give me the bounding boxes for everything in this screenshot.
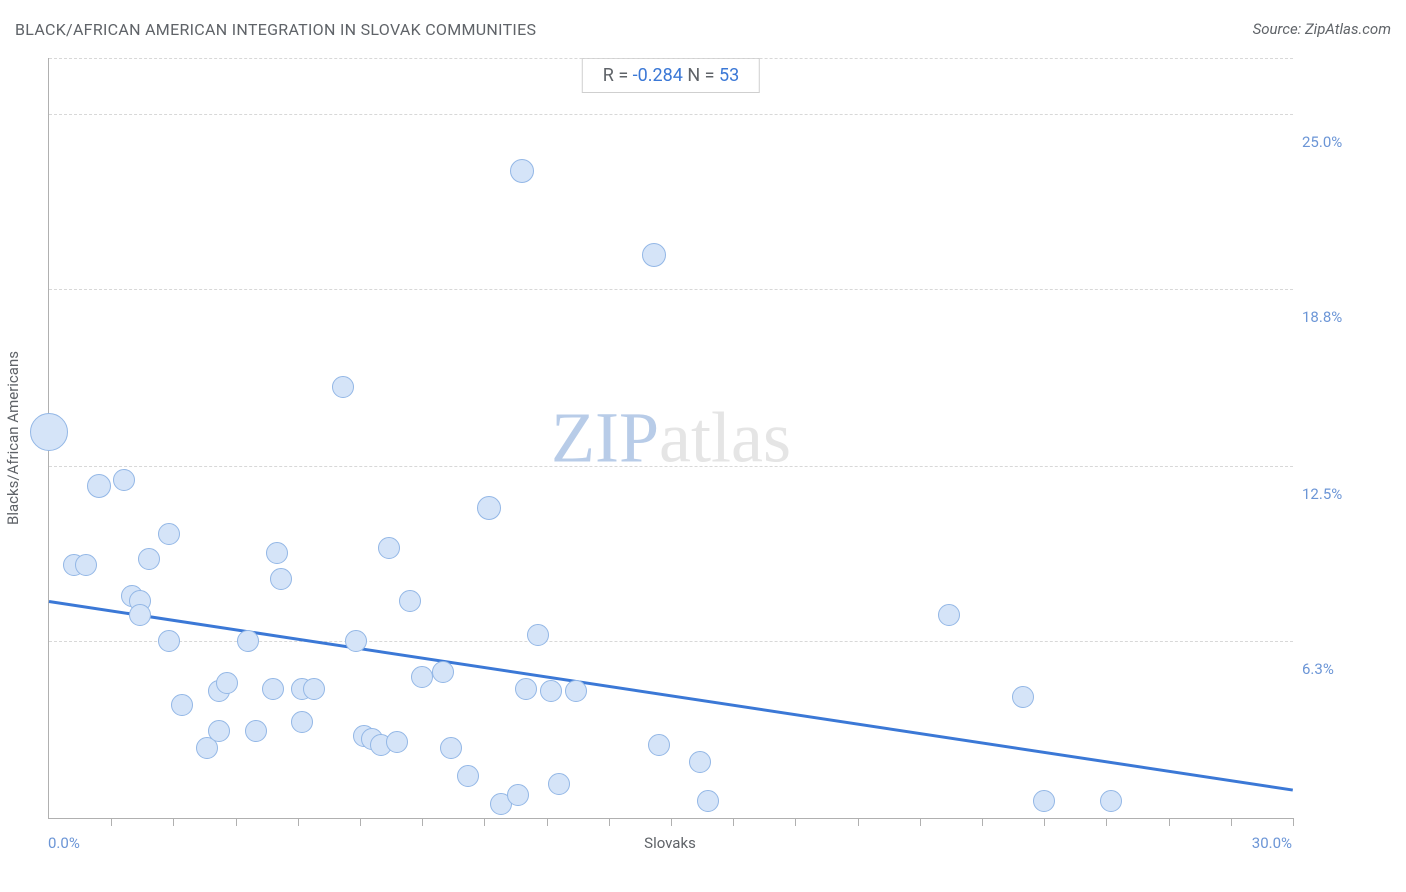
- scatter-point: [113, 469, 135, 491]
- scatter-point: [457, 765, 479, 787]
- y-tick-label: 18.8%: [1302, 308, 1342, 326]
- scatter-point: [266, 542, 288, 564]
- scatter-point: [245, 720, 267, 742]
- x-max-label: 30.0%: [1252, 834, 1292, 852]
- scatter-point: [1100, 790, 1122, 812]
- y-tick-label: 12.5%: [1302, 485, 1342, 503]
- scatter-point: [689, 751, 711, 773]
- x-tick: [1106, 818, 1107, 826]
- stats-box: R = -0.284 N = 53: [582, 58, 760, 93]
- scatter-point: [262, 678, 284, 700]
- scatter-point: [30, 413, 68, 451]
- scatter-point: [642, 243, 666, 267]
- y-axis-label: Blacks/African Americans: [4, 351, 22, 525]
- gridline: [49, 58, 1293, 59]
- x-tick: [1044, 818, 1045, 826]
- scatter-point: [237, 630, 259, 652]
- gridline: [49, 289, 1293, 290]
- chart-header: BLACK/AFRICAN AMERICAN INTEGRATION IN SL…: [15, 20, 1391, 50]
- scatter-point: [345, 630, 367, 652]
- x-axis-label: Slovaks: [48, 834, 1292, 852]
- gridline: [49, 114, 1293, 115]
- x-tick: [920, 818, 921, 826]
- chart-title: BLACK/AFRICAN AMERICAN INTEGRATION IN SL…: [15, 20, 536, 39]
- scatter-point: [697, 790, 719, 812]
- n-value: 53: [719, 65, 739, 86]
- scatter-point: [87, 474, 111, 498]
- scatter-point: [291, 711, 313, 733]
- x-tick: [111, 818, 112, 826]
- x-tick: [422, 818, 423, 826]
- y-tick-label: 6.3%: [1302, 660, 1334, 678]
- r-value: -0.284: [633, 65, 683, 86]
- scatter-point: [540, 680, 562, 702]
- x-min-label: 0.0%: [48, 834, 80, 852]
- x-tick: [733, 818, 734, 826]
- scatter-point: [129, 604, 151, 626]
- y-tick-label: 25.0%: [1302, 133, 1342, 151]
- x-tick: [982, 818, 983, 826]
- scatter-point: [138, 548, 160, 570]
- scatter-point: [411, 666, 433, 688]
- scatter-point: [507, 784, 529, 806]
- scatter-point: [477, 496, 501, 520]
- scatter-point: [1033, 790, 1055, 812]
- x-tick: [858, 818, 859, 826]
- chart-source: Source: ZipAtlas.com: [1253, 20, 1391, 38]
- scatter-point: [1012, 686, 1034, 708]
- x-tick: [484, 818, 485, 826]
- scatter-point: [648, 734, 670, 756]
- x-tick: [609, 818, 610, 826]
- scatter-point: [432, 661, 454, 683]
- scatter-point: [386, 731, 408, 753]
- gridline: [49, 466, 1293, 467]
- n-label: N =: [683, 65, 719, 86]
- scatter-point: [938, 604, 960, 626]
- scatter-point: [527, 624, 549, 646]
- scatter-point: [440, 737, 462, 759]
- x-tick: [1169, 818, 1170, 826]
- x-tick: [795, 818, 796, 826]
- r-label: R =: [603, 65, 633, 86]
- x-tick: [671, 818, 672, 826]
- x-tick: [1231, 818, 1232, 826]
- scatter-point: [510, 159, 534, 183]
- x-tick: [1293, 818, 1294, 826]
- scatter-point: [332, 376, 354, 398]
- trendline: [49, 600, 1293, 792]
- scatter-point: [171, 694, 193, 716]
- scatter-point: [515, 678, 537, 700]
- scatter-point: [378, 537, 400, 559]
- scatter-point: [303, 678, 325, 700]
- scatter-point: [158, 630, 180, 652]
- gridline: [49, 641, 1293, 642]
- x-tick: [236, 818, 237, 826]
- scatter-point: [399, 590, 421, 612]
- scatter-point: [208, 720, 230, 742]
- scatter-point: [158, 523, 180, 545]
- x-tick: [298, 818, 299, 826]
- scatter-point: [548, 773, 570, 795]
- x-tick: [547, 818, 548, 826]
- scatter-point: [216, 672, 238, 694]
- scatter-point: [75, 554, 97, 576]
- plot-container: ZIPatlas R = -0.284 N = 53 Blacks/Africa…: [48, 58, 1348, 818]
- x-tick: [173, 818, 174, 826]
- scatter-point: [565, 680, 587, 702]
- plot-area: ZIPatlas R = -0.284 N = 53: [48, 58, 1293, 819]
- x-tick: [360, 818, 361, 826]
- scatter-point: [270, 568, 292, 590]
